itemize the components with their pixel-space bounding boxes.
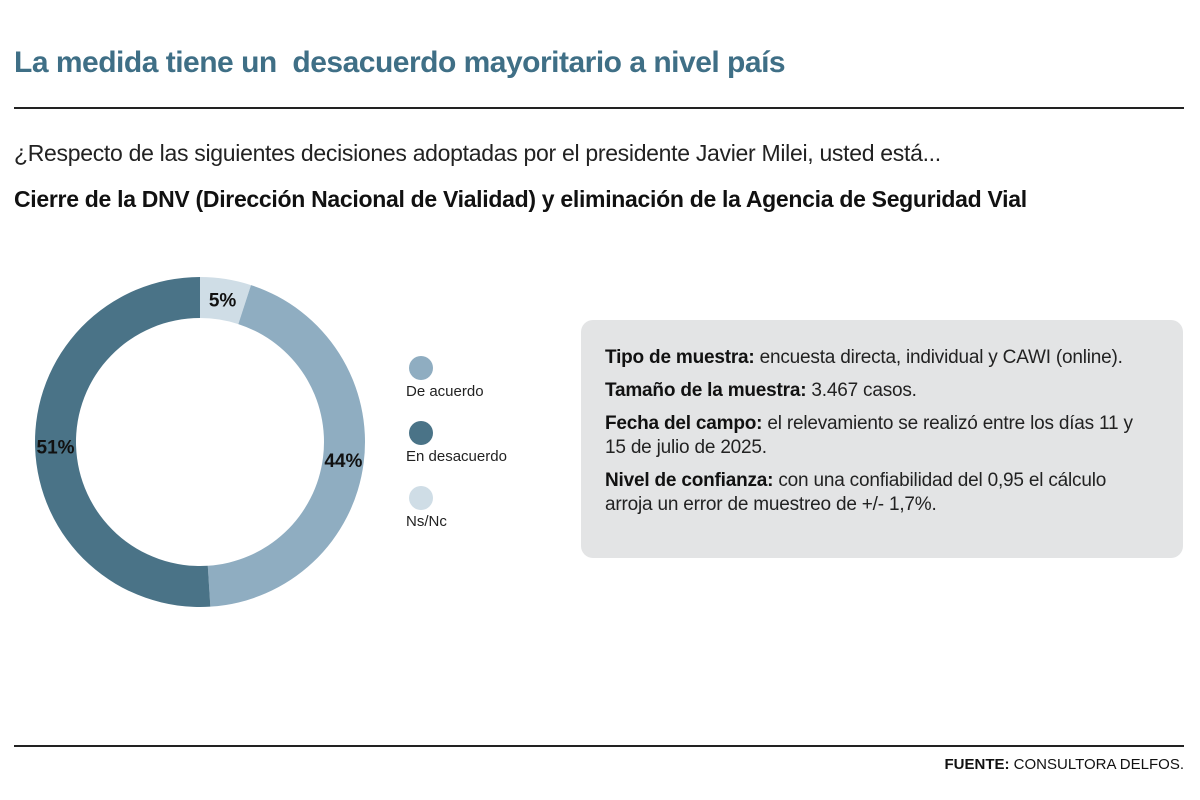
info-label: Tipo de muestra: [605,347,755,368]
legend-label: De acuerdo [406,383,484,400]
legend-swatch [409,421,433,445]
info-text: el relevamiento se realizó entre los día… [605,413,1133,458]
legend-item-en-desacuerdo: En desacuerdo [404,421,544,486]
info-confidence: Nivel de confianza: con una confiabilida… [605,469,1153,517]
info-text: encuesta directa, individual y CAWI (onl… [754,347,1123,368]
info-text: con una confiabilidad del 0,95 el cálcul… [605,470,1107,515]
info-label: Nivel de confianza: [605,470,774,491]
headline: La medida tiene un desacuerdo mayoritari… [14,46,786,79]
methodology-box: Tipo de muestra: encuesta directa, indiv… [581,320,1183,558]
legend-swatch [409,486,433,510]
top-divider [14,107,1184,109]
info-label: Fecha del campo: [605,413,763,434]
source-text: CONSULTORA DELFOS. [1009,756,1184,773]
chart-subtitle: Cierre de la DNV (Dirección Nacional de … [14,186,1027,212]
legend-label: Ns/Nc [406,513,447,530]
label-en-desacuerdo: 51% [37,438,75,459]
slice-de-acuerdo [207,285,366,607]
legend-label: En desacuerdo [406,448,507,465]
info-text: 3.467 casos. [806,380,917,401]
label-ns-nc: 5% [209,290,237,311]
source-credit: FUENTE: CONSULTORA DELFOS. [945,756,1185,773]
info-sample-type: Tipo de muestra: encuesta directa, indiv… [605,346,1153,370]
info-sample-size: Tamaño de la muestra: 3.467 casos. [605,379,1153,403]
slice-en-desacuerdo [34,277,211,607]
label-de-acuerdo: 44% [324,451,362,472]
legend-item-de-acuerdo: De acuerdo [404,356,544,421]
info-label: Tamaño de la muestra: [605,380,807,401]
survey-question: ¿Respecto de las siguientes decisiones a… [14,140,941,166]
donut-chart: 5% 44% 51% [34,277,366,607]
bottom-divider [14,745,1184,747]
info-field-date: Fecha del campo: el relevamiento se real… [605,412,1153,460]
slice-ns-nc [200,277,251,325]
legend-item-ns-nc: Ns/Nc [404,486,544,551]
legend-swatch [409,356,433,380]
chart-legend: De acuerdo En desacuerdo Ns/Nc [404,356,544,551]
source-label: FUENTE: [944,756,1010,773]
